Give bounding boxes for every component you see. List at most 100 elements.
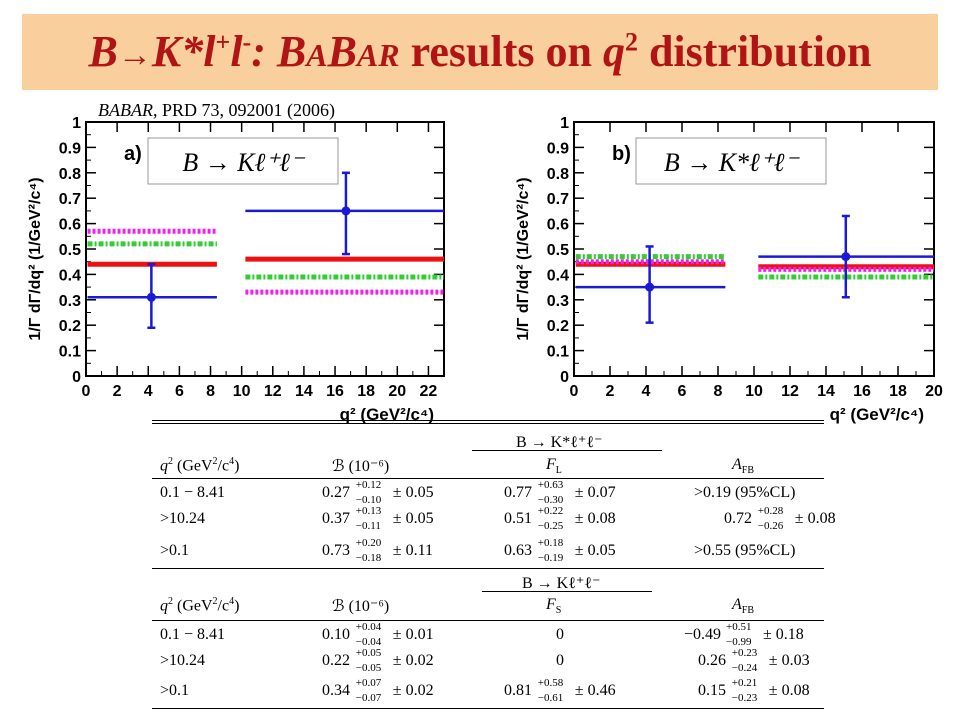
- k-row-fs: 0: [556, 626, 564, 643]
- k-row-bf-err-down: −0.04: [355, 636, 382, 648]
- title-kstar-l: K*l: [151, 27, 216, 76]
- y-tick-label: 0.7: [547, 191, 569, 208]
- section-rule: [152, 568, 824, 569]
- title-arrow: →: [117, 37, 152, 74]
- kstar-row-fl-sys: ± 0.07: [574, 484, 616, 501]
- k-row-afb-value: 0.26: [698, 652, 726, 669]
- x-tick-label: 14: [817, 383, 835, 400]
- title-b2: B: [327, 27, 357, 76]
- y-tick-label: 0.8: [59, 166, 81, 183]
- x-tick-label: 4: [144, 383, 153, 400]
- k-row-afb-sys: ± 0.18: [763, 626, 804, 643]
- title-sc-a: A: [306, 37, 328, 73]
- kstar-row-bf-err-up: +0.12: [355, 479, 382, 491]
- x-tick-label: 0: [570, 383, 579, 400]
- panel-label: b): [612, 143, 631, 165]
- k-row-afb-sys: ± 0.03: [768, 652, 810, 669]
- x-tick-label: 20: [388, 383, 406, 400]
- citation-ref: , PRD 73, 092001 (2006): [152, 100, 335, 120]
- data-point: [645, 282, 655, 292]
- k-row-fs-err-down: −0.61: [537, 692, 564, 704]
- y-axis-label: 1/Γ dΓ/dq² (1/GeV²/c⁴): [27, 177, 44, 340]
- citation-collab: BABAR: [98, 100, 153, 120]
- table-top-rule-2: [152, 423, 824, 424]
- y-tick-label: 0.8: [547, 166, 569, 183]
- kstar-row-fl-sys: ± 0.08: [574, 510, 616, 527]
- y-axis-label: 1/Γ dΓ/dq² (1/GeV²/c⁴): [515, 177, 532, 340]
- kstar-row-afb-err-up: +0.28: [757, 505, 784, 517]
- x-tick-label: 10: [745, 383, 763, 400]
- x-tick-label: 2: [606, 383, 615, 400]
- y-tick-label: 0.9: [547, 140, 569, 157]
- y-tick-label: 0.5: [59, 242, 81, 259]
- title-sup-minus: -: [242, 27, 252, 57]
- y-tick-label: 0.3: [59, 293, 81, 310]
- kstar-process-label: B → K*ℓ⁺ℓ⁻: [516, 434, 603, 451]
- k-row-afb-sys: ± 0.08: [768, 682, 810, 699]
- k-row-afb-err-down: −0.99: [726, 636, 752, 648]
- k-row-afb-err-down: −0.23: [731, 692, 758, 704]
- title-colon-b: : B: [251, 27, 307, 76]
- x-tick-label: 10: [233, 383, 251, 400]
- data-point: [146, 292, 156, 302]
- k-row-afb-err-up: +0.23: [731, 647, 758, 659]
- kstar-row-bf-err-up: +0.13: [355, 505, 382, 517]
- x-tick-label: 6: [678, 383, 687, 400]
- k-row-bf-value: 0.22: [322, 652, 350, 669]
- slide-title: B→K*l+l-: BABAR results on q2 distributi…: [22, 14, 938, 90]
- x-tick-label: 8: [206, 383, 215, 400]
- title-banner: B→K*l+l-: BABAR results on q2 distributi…: [22, 14, 938, 90]
- kstar-row-fl-value: 0.51: [504, 510, 532, 527]
- table-bottom-rule: [152, 708, 824, 709]
- k-row-afb-err-down: −0.24: [731, 662, 758, 674]
- y-tick-label: 0.9: [59, 140, 81, 157]
- k-row-bf-err-up: +0.05: [355, 647, 382, 659]
- x-tick-label: 12: [264, 383, 282, 400]
- process-formula: B → K*ℓ⁺ℓ⁻: [664, 148, 801, 177]
- title-distribution: distribution: [637, 27, 872, 76]
- y-tick-label: 0.1: [59, 344, 81, 361]
- k-row-fs-sys: ± 0.46: [574, 682, 616, 699]
- y-tick-label: 0.4: [59, 267, 81, 284]
- kstar-row-fl-err-down: −0.25: [537, 520, 564, 532]
- kstar-row-afb-value: 0.72: [724, 510, 752, 527]
- k-row-fs-value: 0.81: [504, 682, 532, 699]
- process-box: [147, 137, 339, 185]
- kstar-row-fl-err-up: +0.22: [537, 505, 564, 517]
- y-tick-label: 0.3: [547, 293, 569, 310]
- x-tick-label: 4: [642, 383, 651, 400]
- y-tick-label: 0: [72, 369, 81, 386]
- x-tick-label: 18: [357, 383, 375, 400]
- kstar-row-afb: >0.55 (95%CL): [694, 542, 796, 559]
- k-row-bf-err-down: −0.05: [355, 662, 382, 674]
- kstar-header-q2: q2 (GeV2/c4): [160, 456, 240, 475]
- y-tick-label: 0.5: [547, 242, 569, 259]
- y-tick-label: 0.6: [547, 217, 569, 234]
- kstar-row-afb: >0.19 (95%CL): [694, 484, 796, 501]
- k-row-bf-err-down: −0.07: [355, 692, 382, 704]
- x-tick-label: 0: [82, 383, 91, 400]
- kstar-row-bf-err-down: −0.10: [355, 494, 382, 506]
- k-row-bf-sys: ± 0.02: [392, 682, 434, 699]
- process-formula: B → Kℓ⁺ℓ⁻: [182, 148, 306, 177]
- x-axis-label: q² (GeV²/c⁴): [830, 405, 924, 424]
- k-row-bf-err-up: +0.07: [355, 677, 382, 689]
- kstar-header-bf: ℬ (10⁻⁶): [332, 458, 390, 475]
- k-row-bf-err-up: +0.04: [355, 621, 382, 633]
- x-tick-label: 16: [326, 383, 344, 400]
- kstar-row-range: >10.24: [160, 510, 206, 527]
- process-box: [635, 137, 827, 185]
- y-tick-label: 0.4: [547, 267, 569, 284]
- y-tick-label: 1: [72, 115, 81, 132]
- kstar-row-bf-err-up: +0.20: [355, 537, 382, 549]
- kstar-row-range: >0.1: [160, 542, 190, 559]
- k-row-afb-value: 0.15: [698, 682, 726, 699]
- kstar-header-fl: FL: [546, 456, 562, 477]
- kstar-row-fl-value: 0.63: [504, 542, 532, 559]
- kstar-header-afb: AFB: [732, 456, 755, 477]
- k-row-range: >0.1: [160, 682, 190, 699]
- kstar-row-fl-err-up: +0.63: [537, 479, 564, 491]
- title-b: B: [88, 27, 118, 76]
- k-row-afb-err-up: +0.51: [726, 621, 752, 633]
- kstar-row-bf-sys: ± 0.05: [392, 484, 434, 501]
